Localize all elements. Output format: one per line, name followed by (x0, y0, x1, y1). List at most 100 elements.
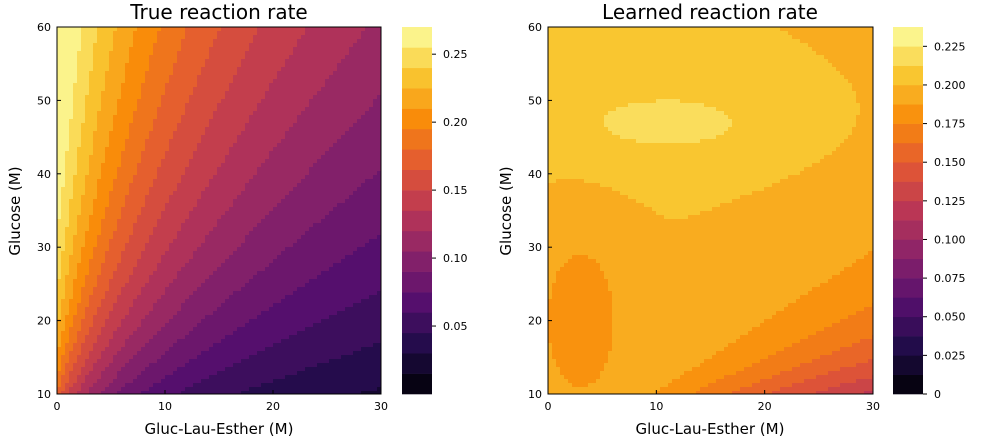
contour-cell (173, 119, 178, 124)
contour-cell (117, 79, 122, 84)
contour-cell (249, 59, 254, 64)
contour-cell (241, 83, 246, 88)
contour-cell (241, 199, 246, 204)
contour-cell (309, 83, 314, 88)
contour-cell (193, 191, 198, 196)
contour-cell (361, 103, 366, 108)
contour-cell (65, 115, 70, 120)
contour-cell (241, 119, 246, 124)
contour-cell (345, 231, 350, 236)
contour-cell (213, 235, 218, 240)
contour-cell (357, 247, 362, 252)
contour-cell (177, 243, 182, 248)
contour-cell (301, 187, 306, 192)
contour-cell (173, 247, 178, 252)
contour-cell (349, 251, 354, 256)
contour-cell (197, 75, 202, 80)
contour-cell (177, 47, 182, 52)
contour-cell (353, 43, 358, 48)
contour-cell (349, 103, 354, 108)
contour-cell (121, 187, 126, 192)
contour-cell (289, 147, 294, 152)
contour-cell (317, 219, 322, 224)
contour-cell (125, 31, 130, 36)
contour-cell (61, 267, 66, 272)
contour-cell (145, 271, 150, 276)
contour-cell (133, 47, 138, 52)
contour-cell (317, 135, 322, 140)
contour-cell (153, 103, 158, 108)
contour-cell (189, 99, 194, 104)
contour-cell (241, 143, 246, 148)
contour-cell (317, 151, 322, 156)
contour-cell (369, 143, 374, 148)
contour-cell (181, 123, 186, 128)
contour-cell (221, 251, 226, 256)
contour-cell (249, 199, 254, 204)
contour-cell (313, 139, 318, 144)
contour-cell (189, 63, 194, 68)
contour-cell (297, 199, 302, 204)
contour-cell (349, 247, 354, 252)
contour-cell (181, 79, 186, 84)
contour-cell (69, 195, 74, 200)
contour-cell (69, 151, 74, 156)
contour-cell (209, 75, 214, 80)
contour-cell (373, 155, 378, 160)
contour-cell (257, 35, 262, 40)
contour-cell (285, 91, 290, 96)
contour-cell (113, 43, 118, 48)
contour-cell (149, 183, 154, 188)
contour-cell (173, 87, 178, 92)
contour-cell (57, 75, 62, 80)
contour-cell (161, 271, 166, 276)
contour-cell (305, 171, 310, 176)
contour-cell (165, 183, 170, 188)
contour-cell (245, 159, 250, 164)
contour-cell (313, 195, 318, 200)
contour-cell (269, 151, 274, 156)
contour-cell (209, 47, 214, 52)
contour-cell (281, 131, 286, 136)
contour-cell (201, 103, 206, 108)
contour-cell (177, 123, 182, 128)
contour-cell (289, 35, 294, 40)
contour-cell (185, 31, 190, 36)
contour-cell (241, 79, 246, 84)
contour-cell (85, 107, 90, 112)
contour-cell (93, 95, 98, 100)
contour-cell (197, 55, 202, 60)
contour-cell (113, 67, 118, 72)
contour-cell (305, 143, 310, 148)
contour-cell (317, 127, 322, 132)
contour-cell (237, 171, 242, 176)
contour-cell (257, 123, 262, 128)
contour-cell (65, 231, 70, 236)
contour-cell (89, 35, 94, 40)
contour-cell (365, 47, 370, 52)
contour-cell (165, 211, 170, 216)
contour-cell (153, 27, 158, 32)
contour-cell (113, 191, 118, 196)
contour-cell (341, 243, 346, 248)
contour-cell (257, 87, 262, 92)
contour-cell (229, 31, 234, 36)
contour-cell (57, 251, 62, 256)
contour-cell (125, 203, 130, 208)
contour-cell (265, 91, 270, 96)
contour-cell (109, 207, 114, 212)
contour-cell (321, 151, 326, 156)
contour-cell (81, 107, 86, 112)
contour-cell (77, 39, 82, 44)
contour-cell (173, 159, 178, 164)
contour-cell (285, 79, 290, 84)
contour-cell (353, 263, 358, 268)
contour-cell (277, 235, 282, 240)
contour-cell (293, 187, 298, 192)
contour-cell (121, 35, 126, 40)
contour-cell (325, 175, 330, 180)
contour-cell (349, 179, 354, 184)
contour-cell (85, 239, 90, 244)
contour-cell (221, 231, 226, 236)
contour-cell (137, 95, 142, 100)
